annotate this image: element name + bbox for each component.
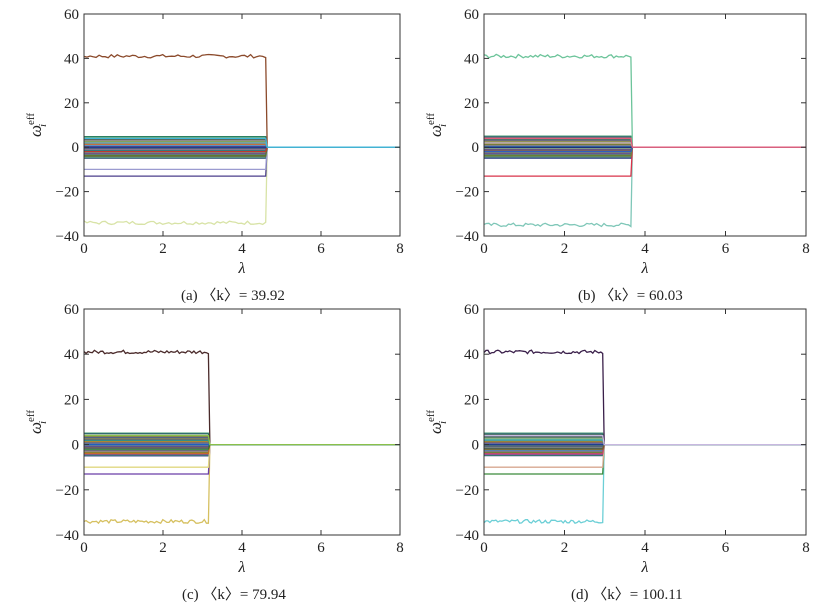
axes-frame: [84, 14, 400, 236]
y-tick-label: 60: [464, 302, 479, 318]
axes-frame: [484, 14, 806, 236]
y-tick-label: 0: [472, 438, 480, 454]
panel-a: 0 2 4 6 8 −40 −20 0 20 40 60 λ ωeffi: [25, 7, 404, 277]
y-tick-label: 20: [464, 96, 479, 112]
x-tick-label: 0: [80, 241, 88, 257]
y-tick-label: −40: [56, 528, 79, 544]
series-line: [484, 445, 806, 524]
caption-a: (a) 〈k〉= 39.92: [181, 284, 285, 305]
y-tick-label: −20: [56, 185, 79, 201]
x-tick-label: 0: [480, 241, 488, 257]
series-line: [484, 350, 806, 444]
y-tick-label: −20: [56, 483, 79, 499]
y-tick-label: 40: [64, 51, 79, 67]
x-tick-label: 6: [722, 241, 730, 257]
x-tick-label: 2: [159, 540, 167, 556]
x-tick-label: 0: [80, 540, 88, 556]
series-line: [484, 147, 806, 226]
x-tick-label: 8: [802, 540, 810, 556]
series-line: [84, 55, 400, 148]
x-axis-label: λ: [238, 559, 246, 576]
x-tick-label: 4: [641, 540, 649, 556]
y-tick-label: −40: [56, 229, 79, 245]
y-tick-label: 0: [72, 140, 80, 156]
y-tick-label: −40: [456, 528, 479, 544]
y-axis-label-sup: eff: [425, 410, 437, 422]
y-axis-label-sub: i: [437, 421, 449, 424]
y-axis-label-sub: i: [37, 124, 49, 127]
x-tick-label: 2: [561, 540, 569, 556]
caption-d: (d) 〈k〉= 100.11: [571, 583, 683, 604]
y-tick-label: 60: [64, 302, 79, 318]
y-tick-label: 60: [464, 7, 479, 23]
y-axis-label: ωeffi: [425, 113, 449, 137]
y-tick-label: 0: [472, 140, 480, 156]
x-axis-label: λ: [238, 260, 246, 277]
plot-area-b: [484, 54, 806, 226]
x-tick-label: 4: [238, 540, 246, 556]
y-tick-label: 60: [64, 7, 79, 23]
x-tick-label: 8: [396, 241, 404, 257]
y-axis-label-sup: eff: [25, 113, 37, 125]
x-tick-label: 8: [802, 241, 810, 257]
y-tick-label: 20: [64, 392, 79, 408]
x-axis-label: λ: [641, 260, 649, 277]
y-tick-label: 20: [464, 392, 479, 408]
y-tick-label: 40: [64, 347, 79, 363]
plot-area-d: [484, 350, 806, 523]
plot-area-a: [84, 55, 400, 225]
plot-area-c: [84, 350, 400, 523]
y-tick-label: −40: [456, 229, 479, 245]
y-axis-label: ωeffi: [425, 410, 449, 434]
axes-frame: [84, 309, 400, 535]
series-line: [484, 54, 806, 147]
y-axis-label: ωeffi: [25, 410, 49, 434]
x-tick-label: 2: [159, 241, 167, 257]
x-tick-label: 4: [238, 241, 246, 257]
series-line: [84, 350, 400, 444]
x-tick-label: 2: [561, 241, 569, 257]
y-tick-label: 0: [72, 438, 80, 454]
y-axis-label-sub: i: [37, 421, 49, 424]
panel-c: 0 2 4 6 8 −40 −20 0 20 40 60 λ ωeffi: [25, 302, 404, 576]
caption-b: (b) 〈k〉= 60.03: [578, 284, 683, 305]
y-axis-label-sup: eff: [425, 113, 437, 125]
y-axis-label-sub: i: [437, 124, 449, 127]
y-tick-label: −20: [456, 483, 479, 499]
x-tick-label: 6: [317, 540, 325, 556]
panel-d: 0 2 4 6 8 −40 −20 0 20 40 60 λ ωeffi: [425, 302, 810, 576]
x-tick-label: 6: [317, 241, 325, 257]
x-axis-label: λ: [641, 559, 649, 576]
y-tick-label: 20: [64, 96, 79, 112]
x-tick-label: 6: [722, 540, 730, 556]
axes-frame: [484, 309, 806, 535]
y-tick-label: −20: [456, 185, 479, 201]
x-tick-label: 8: [396, 540, 404, 556]
caption-c: (c) 〈k〉= 79.94: [182, 583, 286, 604]
y-tick-label: 40: [464, 347, 479, 363]
y-axis-label-sup: eff: [25, 410, 37, 422]
y-tick-label: 40: [464, 51, 479, 67]
x-tick-label: 0: [480, 540, 488, 556]
y-axis-label: ωeffi: [25, 113, 49, 137]
panel-b: 0 2 4 6 8 −40 −20 0 20 40 60 λ ωeffi: [425, 7, 810, 277]
x-tick-label: 4: [641, 241, 649, 257]
